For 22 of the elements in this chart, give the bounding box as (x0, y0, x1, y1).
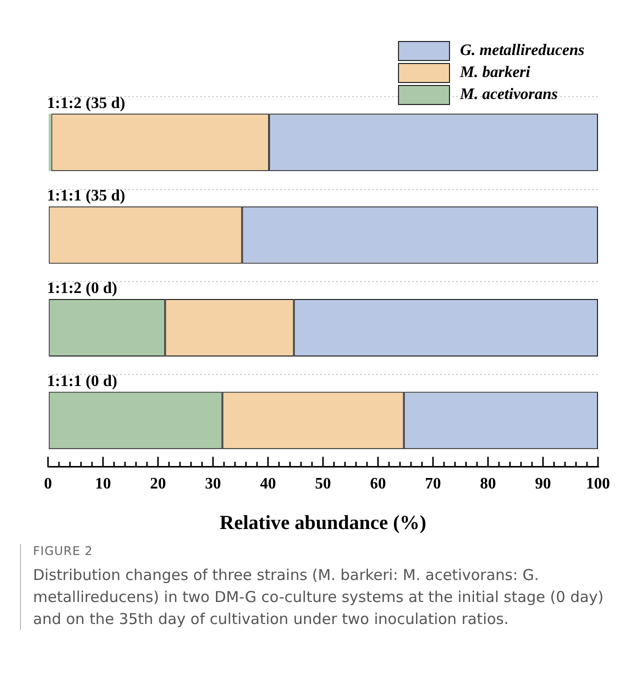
legend-label: G. metallireducens (460, 42, 586, 60)
x-tick-label: 80 (480, 476, 496, 493)
y-tick-label: 1:1:2 (35 d) (47, 94, 126, 112)
x-tick-label: 50 (315, 476, 331, 493)
x-tick-label: 100 (586, 476, 610, 493)
x-tick-label: 10 (95, 476, 111, 493)
x-tick-label: 40 (260, 476, 276, 493)
legend-label: M. acetivorans (460, 86, 559, 104)
y-tick-label: 1:1:2 (0 d) (47, 280, 118, 298)
y-tick-label: 1:1:1 (0 d) (47, 372, 118, 390)
caption: FIGURE 2 (33, 544, 94, 558)
x-tick-label: 0 (44, 476, 52, 493)
text: Distribution changes of three strains (M. barkeri: M. acetivorans: G. metallireducens) in two DM-G co-culture systems at the initial stage (0 day) and on the 35th day of cultivation under two inoculation ratios. (33, 565, 605, 630)
x-tick-label: 30 (205, 476, 221, 493)
x-tick-label: 70 (425, 476, 441, 493)
bar (48, 114, 52, 172)
x-tick-label: 20 (150, 476, 166, 493)
y-tick-label: 1:1:1 (35 d) (47, 187, 126, 204)
x-tick-label: 90 (535, 476, 551, 493)
legend-label: M. barkeri (460, 64, 532, 82)
x-tick-label: 60 (370, 476, 386, 493)
x-axis-title: Relative abundance (%) (220, 512, 426, 534)
